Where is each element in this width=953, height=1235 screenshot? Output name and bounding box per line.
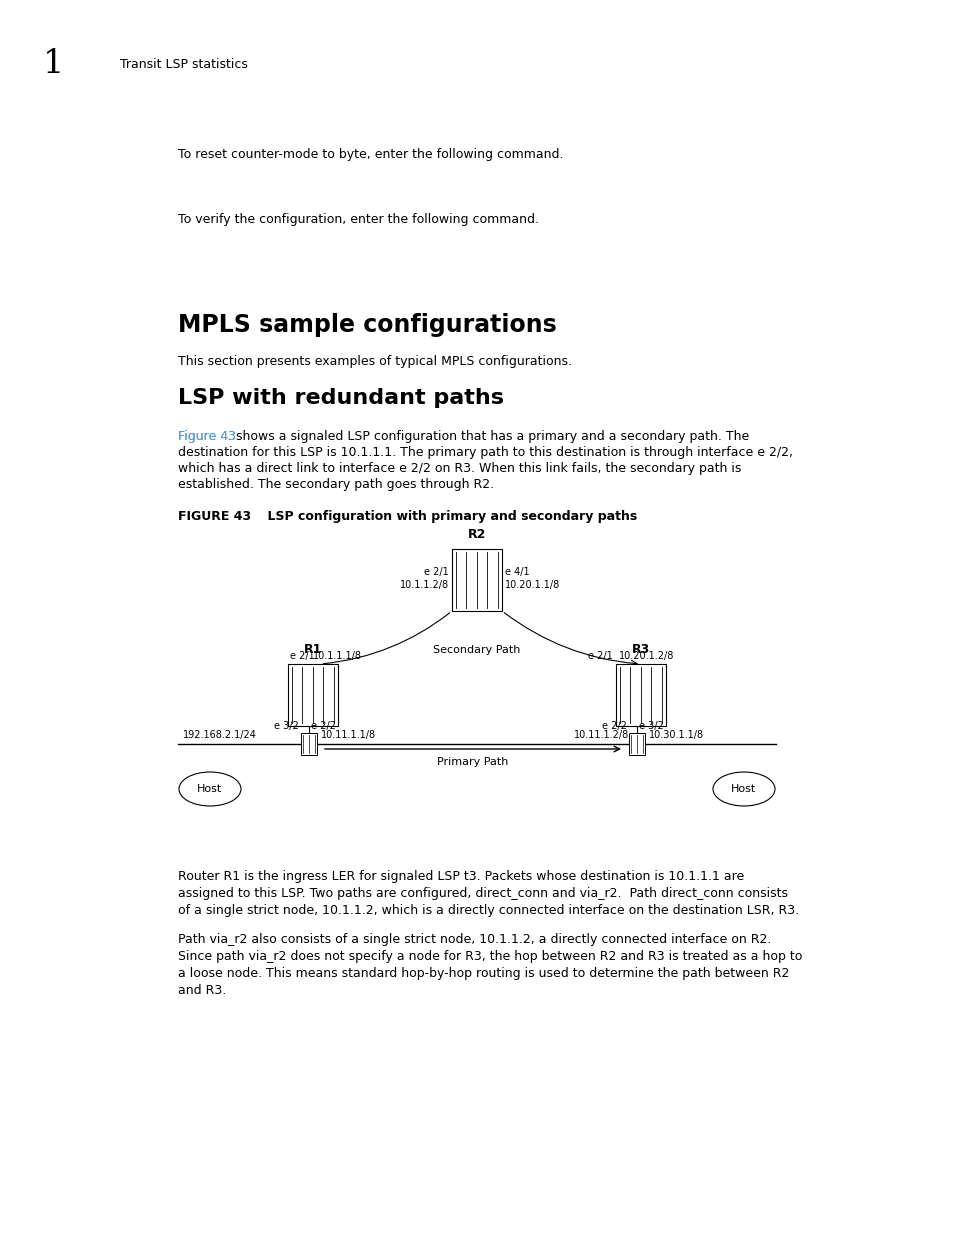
Text: LSP configuration with primary and secondary paths: LSP configuration with primary and secon… [250, 510, 637, 522]
Text: a loose node. This means standard hop-by-hop routing is used to determine the pa: a loose node. This means standard hop-by… [178, 967, 788, 981]
Text: To reset counter-mode to byte, enter the following command.: To reset counter-mode to byte, enter the… [178, 148, 563, 161]
Text: e 3/2: e 3/2 [274, 721, 298, 731]
Text: Host: Host [197, 784, 222, 794]
Text: destination for this LSP is 10.1.1.1. The primary path to this destination is th: destination for this LSP is 10.1.1.1. Th… [178, 446, 792, 459]
Text: 192.168.2.1/24: 192.168.2.1/24 [183, 730, 256, 740]
Text: Primary Path: Primary Path [436, 757, 508, 767]
Text: assigned to this LSP. Two paths are configured, direct_conn and via_r2.  Path di: assigned to this LSP. Two paths are conf… [178, 887, 787, 900]
Text: Figure 43: Figure 43 [178, 430, 235, 443]
Text: e 2/1: e 2/1 [588, 651, 613, 661]
Text: e 3/2: e 3/2 [639, 721, 663, 731]
Text: R1: R1 [303, 643, 322, 656]
Text: 10.1.1.2/8: 10.1.1.2/8 [399, 580, 449, 590]
Bar [628, 734, 644, 755]
Text: of a single strict node, 10.1.1.2, which is a directly connected interface on th: of a single strict node, 10.1.1.2, which… [178, 904, 799, 918]
Text: 10.1.1.1/8: 10.1.1.1/8 [313, 651, 361, 661]
Text: This section presents examples of typical MPLS configurations.: This section presents examples of typica… [178, 354, 572, 368]
Text: Secondary Path: Secondary Path [433, 645, 520, 655]
Text: To verify the configuration, enter the following command.: To verify the configuration, enter the f… [178, 212, 538, 226]
Ellipse shape [179, 772, 241, 806]
Bar [288, 664, 337, 726]
Text: e 2/1: e 2/1 [290, 651, 314, 661]
Ellipse shape [712, 772, 774, 806]
Text: 10.20.1.1/8: 10.20.1.1/8 [504, 580, 559, 590]
Bar [301, 734, 316, 755]
Text: shows a signaled LSP configuration that has a primary and a secondary path. The: shows a signaled LSP configuration that … [232, 430, 748, 443]
Text: 1: 1 [43, 48, 64, 80]
Text: which has a direct link to interface e 2/2 on R3. When this link fails, the seco: which has a direct link to interface e 2… [178, 462, 740, 475]
Text: Transit LSP statistics: Transit LSP statistics [120, 58, 248, 70]
Text: MPLS sample configurations: MPLS sample configurations [178, 312, 557, 337]
Text: Since path via_r2 does not specify a node for R3, the hop between R2 and R3 is t: Since path via_r2 does not specify a nod… [178, 950, 801, 963]
Text: and R3.: and R3. [178, 984, 226, 997]
Text: FIGURE 43: FIGURE 43 [178, 510, 251, 522]
Text: 10.30.1.1/8: 10.30.1.1/8 [648, 730, 703, 740]
Bar [616, 664, 665, 726]
Text: 10.11.1.2/8: 10.11.1.2/8 [573, 730, 628, 740]
Text: Path via_r2 also consists of a single strict node, 10.1.1.2, a directly connecte: Path via_r2 also consists of a single st… [178, 932, 771, 946]
Text: 10.20.1.2/8: 10.20.1.2/8 [618, 651, 674, 661]
Text: Figure 43: Figure 43 [178, 430, 235, 443]
Text: LSP with redundant paths: LSP with redundant paths [178, 388, 503, 408]
Text: Router R1 is the ingress LER for signaled LSP t3. Packets whose destination is 1: Router R1 is the ingress LER for signale… [178, 869, 743, 883]
Bar [452, 550, 501, 611]
Text: 10.11.1.1/8: 10.11.1.1/8 [320, 730, 375, 740]
Text: established. The secondary path goes through R2.: established. The secondary path goes thr… [178, 478, 494, 492]
Text: e 2/2: e 2/2 [601, 721, 626, 731]
Text: Host: Host [731, 784, 756, 794]
Text: e 2/2: e 2/2 [311, 721, 335, 731]
Text: R2: R2 [467, 529, 486, 541]
Text: e 2/1: e 2/1 [424, 567, 449, 577]
Text: R3: R3 [631, 643, 649, 656]
Text: e 4/1: e 4/1 [504, 567, 529, 577]
